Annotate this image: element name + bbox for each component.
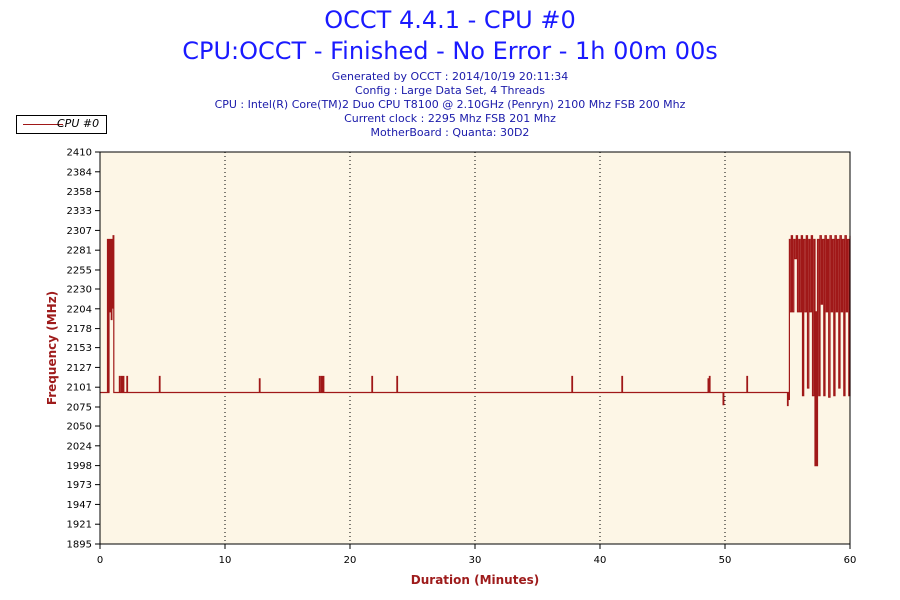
plot-border (99, 151, 851, 545)
x-axis-label: Duration (Minutes) (410, 573, 540, 587)
info-motherboard: MotherBoard : Quanta: 30D2 (370, 126, 530, 139)
x-tick-label: 20 (344, 555, 357, 566)
y-tick-label: 2307 (67, 226, 92, 237)
legend: CPU #0 (16, 115, 107, 134)
chart-title: OCCT 4.4.1 - CPU #0 (324, 6, 576, 34)
y-tick-label: 2410 (67, 148, 92, 159)
info-generated: Generated by OCCT : 2014/10/19 20:11:34 (331, 70, 569, 83)
y-axis-label: Frequency (MHz) (45, 290, 59, 406)
y-tick-label: 2153 (67, 343, 92, 354)
y-tick-label: 2050 (67, 422, 92, 433)
y-tick-label: 2281 (67, 246, 92, 257)
y-tick-label: 1895 (67, 540, 92, 551)
x-tick-label: 10 (219, 555, 232, 566)
y-tick-label: 2358 (67, 187, 92, 198)
y-tick-label: 2101 (67, 383, 92, 394)
y-tick-label: 1947 (67, 500, 92, 511)
y-tick-label: 2178 (67, 324, 92, 335)
y-tick-label: 2024 (67, 441, 92, 452)
info-config: Config : Large Data Set, 4 Threads (355, 84, 545, 97)
info-cpu: CPU : Intel(R) Core(TM)2 Duo CPU T8100 @… (214, 98, 686, 111)
y-tick-label: 2333 (67, 206, 92, 217)
legend-label: CPU #0 (57, 117, 100, 130)
chart-subtitle: CPU:OCCT - Finished - No Error - 1h 00m … (182, 37, 718, 65)
y-tick-label: 2384 (67, 167, 92, 178)
y-tick-label: 2204 (67, 304, 92, 315)
y-tick-label: 1973 (67, 480, 92, 491)
y-tick-label: 2075 (67, 402, 92, 413)
x-tick-label: 40 (594, 555, 607, 566)
y-tick-label: 1921 (67, 520, 92, 531)
y-tick-label: 1998 (67, 461, 92, 472)
series-line-cpu0 (100, 235, 851, 467)
y-tick-label: 2127 (67, 363, 92, 374)
x-tick-label: 30 (469, 555, 482, 566)
y-tick-label: 2230 (67, 285, 92, 296)
x-tick-label: 0 (97, 555, 103, 566)
legend-swatch (23, 124, 63, 125)
x-tick-label: 60 (844, 555, 857, 566)
info-clock: Current clock : 2295 Mhz FSB 201 Mhz (344, 112, 556, 125)
y-tick-label: 2255 (67, 265, 92, 276)
x-tick-label: 50 (719, 555, 732, 566)
